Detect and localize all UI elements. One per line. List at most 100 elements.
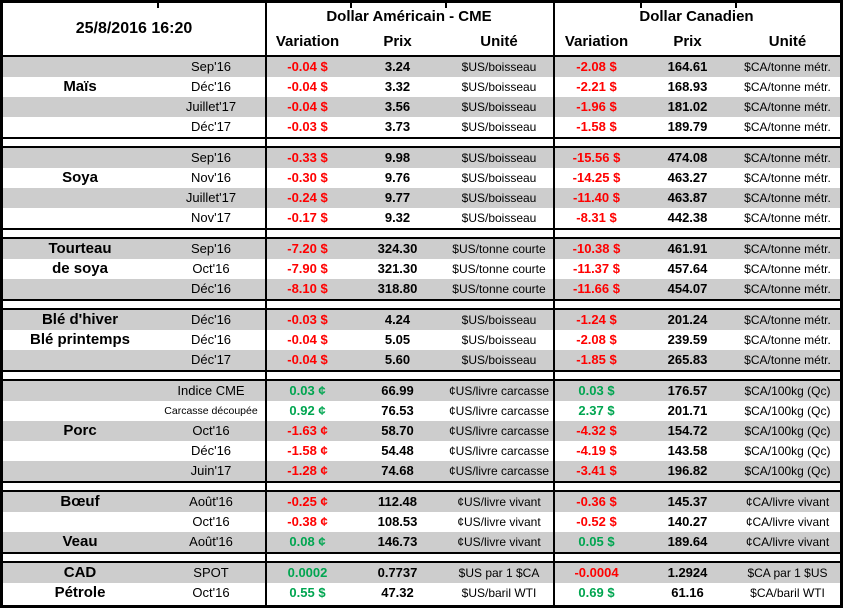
commodity-name: Porc [63,422,97,439]
contract-month: Déc'17 [190,119,232,134]
us-unit: $US/boisseau [461,151,537,165]
contract-month: Juin'17 [190,463,232,478]
us-column-headers: Variation Prix Unité [265,30,553,55]
table-row: Carcasse découpée 0.92 ¢ 76.53 ¢US/livre ca… [3,401,840,421]
column-boundary-tick [445,3,447,8]
us-variation: 0.0002 [287,565,328,580]
ca-unit: $CA/100kg (Qc) [744,404,831,418]
ca-variation-header: Variation [564,33,629,50]
ca-price: 442.38 [667,210,708,225]
us-price: 54.48 [381,443,414,458]
ca-unit: $CA/100kg (Qc) [744,384,831,398]
us-price: 3.24 [384,59,411,74]
ca-variation: -2.21 $ [576,79,617,94]
ca-price-header: Prix [673,33,702,50]
table-row: Indice CME 0.03 ¢ 66.99 ¢US/livre carcasse 0… [3,381,840,401]
us-unit: $US/boisseau [461,333,537,347]
contract-month: Déc'16 [190,443,232,458]
ca-variation: -0.36 $ [576,494,617,509]
us-variation: -0.04 $ [287,79,328,94]
contract-month: Déc'16 [190,79,232,94]
ca-variation: -0.52 $ [576,514,617,529]
ca-unit: $CA/tonne métr. [744,60,831,74]
group-separator [3,299,840,310]
us-variation: -7.20 $ [287,241,328,256]
commodity-name [3,461,157,481]
us-variation: -0.04 $ [287,59,328,74]
us-unit: $US/boisseau [461,353,537,367]
us-price: 321.30 [377,261,418,276]
us-price-header: Prix [383,33,412,50]
contract-month: Nov'17 [190,210,232,225]
ca-price: 145.37 [667,494,708,509]
contract-month: Juillet'17 [185,190,237,205]
commodity-name: de soya [52,260,108,277]
us-variation: -0.33 $ [287,150,328,165]
table-row: Bœuf Août'16 -0.25 ¢ 112.48 ¢US/livre vivant… [3,492,840,512]
ca-variation: -1.96 $ [576,99,617,114]
us-variation: 0.92 ¢ [289,403,326,418]
us-price: 9.98 [384,150,411,165]
contract-month: SPOT [193,565,229,580]
ca-unit: $CA/tonne métr. [744,313,831,327]
us-variation: -0.30 $ [287,170,328,185]
us-variation: 0.03 ¢ [289,383,326,398]
ca-price: 61.16 [671,585,704,600]
us-variation: -0.04 $ [287,352,328,367]
table-row: Maïs Déc'16 -0.04 $ 3.32 $US/boisseau -2.21 $… [3,77,840,97]
ca-variation: -2.08 $ [576,59,617,74]
ca-unit: $CA par 1 $US [747,566,828,580]
ca-variation: -10.38 $ [572,241,621,256]
ca-unit: $CA/100kg (Qc) [744,444,831,458]
us-variation: 0.08 ¢ [289,534,326,549]
ca-unit: ¢CA/livre vivant [745,535,830,549]
ca-unit: $CA/tonne métr. [744,120,831,134]
ca-price: 457.64 [667,261,708,276]
ca-price: 196.82 [667,463,708,478]
ca-price: 181.02 [667,99,708,114]
us-variation: -0.03 $ [287,119,328,134]
contract-month: Déc'16 [190,332,232,347]
commodity-name [3,512,157,532]
ca-variation: -11.66 $ [573,281,620,296]
ca-unit: ¢CA/livre vivant [745,495,830,509]
contract-month: Sep'16 [190,59,232,74]
table-row: CAD SPOT 0.0002 0.7737 $US par 1 $CA -0.0004 1… [3,563,840,583]
us-variation-header: Variation [275,33,340,50]
commodity-name [3,401,157,421]
us-price: 66.99 [381,383,414,398]
ca-price: 154.72 [667,423,708,438]
table-row: Déc'17 -0.04 $ 5.60 $US/boisseau -1.85 $ 265.… [3,350,840,370]
contract-month: Août'16 [189,534,233,549]
ca-price: 189.79 [667,119,708,134]
us-unit: $US/boisseau [461,191,537,205]
commodity-name [3,117,157,137]
us-unit: $US/boisseau [461,100,537,114]
us-unit-header: Unité [480,33,518,50]
ca-price: 454.07 [667,281,708,296]
ca-variation: -14.25 $ [572,170,621,185]
ca-unit: $CA/tonne métr. [744,282,831,296]
ca-variation: -1.58 $ [576,119,617,134]
ca-section-title: Dollar Canadien [639,8,754,25]
us-unit: $US par 1 $CA [458,566,540,580]
commodity-name: Tourteau [48,240,112,257]
us-unit: $US/baril WTI [461,586,537,600]
us-variation: -0.38 ¢ [287,514,328,529]
us-unit: ¢US/livre vivant [457,515,541,529]
us-price: 74.68 [381,463,414,478]
contract-month: Déc'16 [190,281,232,296]
column-boundary-tick [157,3,159,8]
us-unit: ¢US/livre carcasse [448,404,550,418]
ca-variation: -4.32 $ [576,423,617,438]
ca-variation: -11.37 $ [573,261,620,276]
us-unit: $US/boisseau [461,120,537,134]
us-price: 4.24 [384,312,411,327]
group-separator [3,370,840,381]
contract-month: Déc'16 [190,312,232,327]
commodity-name [3,188,157,208]
contract-month: Indice CME [177,383,245,398]
us-unit: $US/boisseau [461,60,537,74]
us-price: 76.53 [381,403,414,418]
commodity-name [3,57,157,77]
